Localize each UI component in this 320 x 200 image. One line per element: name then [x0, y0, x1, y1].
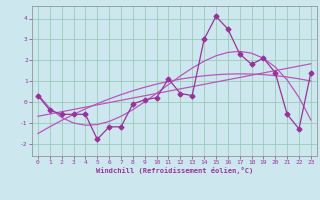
X-axis label: Windchill (Refroidissement éolien,°C): Windchill (Refroidissement éolien,°C) [96, 167, 253, 174]
